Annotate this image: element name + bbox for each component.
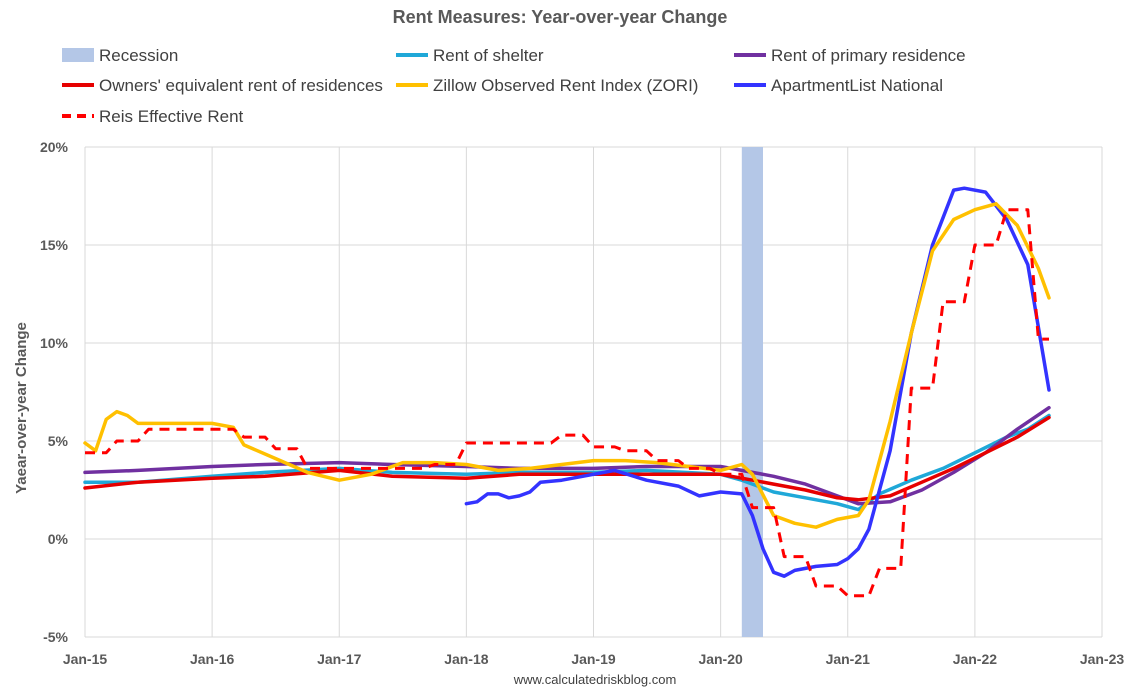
legend-swatch	[62, 48, 94, 62]
gridlines	[84, 146, 1103, 638]
legend-item-rent-of-shelter: Rent of shelter	[396, 46, 544, 65]
series-line-apartmentlist-national	[464, 186, 1051, 578]
legend-label: Reis Effective Rent	[99, 107, 244, 126]
x-tick-label: Jan-15	[63, 651, 108, 667]
y-axis-ticks: -5% 0% 5% 10% 15% 20%	[40, 139, 69, 645]
legend-label: ApartmentList National	[771, 76, 943, 95]
legend-item-owners-equivalent-rent-of-residences: Owners' equivalent rent of residences	[62, 76, 383, 95]
legend-item-rent-of-primary-residence: Rent of primary residence	[734, 46, 966, 65]
x-tick-label: Jan-22	[953, 651, 998, 667]
x-tick-label: Jan-17	[317, 651, 362, 667]
legend-label: Rent of primary residence	[771, 46, 966, 65]
y-tick-label: 15%	[40, 237, 69, 253]
legend-label: Recession	[99, 46, 178, 65]
x-tick-label: Jan-21	[826, 651, 871, 667]
recession-band	[741, 147, 763, 637]
y-tick-label: 10%	[40, 335, 69, 351]
x-tick-label: Jan-23	[1080, 651, 1125, 667]
y-tick-label: 0%	[48, 531, 69, 547]
legend-label: Rent of shelter	[433, 46, 544, 65]
legend: Recession Rent of shelter Rent of primary …	[62, 46, 966, 126]
y-tick-label: 20%	[40, 139, 69, 155]
series-line-reis-effective-rent	[85, 208, 1049, 598]
legend-item-zillow-observed-rent-index-zori: Zillow Observed Rent Index (ZORI)	[396, 76, 698, 95]
series-line-zillow-observed-rent-index-zori	[83, 202, 1051, 529]
x-tick-label: Jan-16	[190, 651, 235, 667]
legend-item-recession: Recession	[62, 46, 178, 65]
legend-item-reis-effective-rent: Reis Effective Rent	[62, 107, 244, 126]
source-credit: www.calculatedriskblog.com	[513, 672, 677, 687]
legend-label: Zillow Observed Rent Index (ZORI)	[433, 76, 698, 95]
series-line-owners-equivalent-rent-of-residences	[83, 415, 1051, 502]
y-axis-label: Yaear-over-year Change	[13, 322, 30, 494]
recession-bar	[741, 147, 763, 637]
x-tick-label: Jan-20	[698, 651, 743, 667]
x-tick-label: Jan-18	[444, 651, 489, 667]
legend-item-apartmentlist-national: ApartmentList National	[734, 76, 943, 95]
y-tick-label: 5%	[48, 433, 69, 449]
legend-label: Owners' equivalent rent of residences	[99, 76, 383, 95]
x-tick-label: Jan-19	[571, 651, 616, 667]
series-group	[83, 186, 1051, 598]
y-tick-label: -5%	[43, 629, 68, 645]
chart-title: Rent Measures: Year-over-year Change	[393, 7, 728, 27]
x-axis-ticks: Jan-15 Jan-16 Jan-17 Jan-18 Jan-19 Jan-20 Jan-…	[63, 651, 1125, 667]
